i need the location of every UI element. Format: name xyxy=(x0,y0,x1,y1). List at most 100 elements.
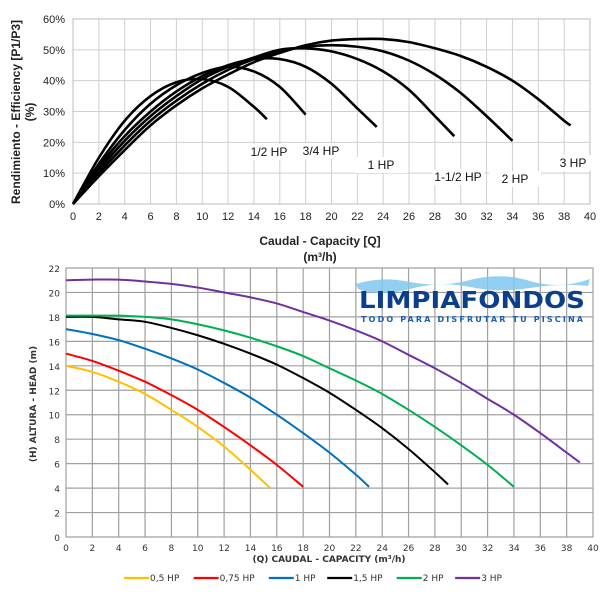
x-tick-label: 20 xyxy=(324,544,336,554)
efficiency-curves xyxy=(71,37,572,205)
logo-tagline: TODO PARA DISFRUTAR TU PISCINA xyxy=(361,315,584,324)
y-tick-label: 20% xyxy=(43,137,65,149)
y-tick-label: 16 xyxy=(49,338,61,348)
series-line-3-4-hp xyxy=(71,65,307,205)
logo-name: LIMPIAFONDOS xyxy=(359,288,585,314)
curve-label: 1/2 HP xyxy=(251,145,288,159)
x-tick-label: 20 xyxy=(325,211,337,223)
legend-label: 1 HP xyxy=(295,574,316,584)
x-tick-label: 32 xyxy=(482,544,493,554)
curve-label-background xyxy=(295,143,347,159)
legend-label: 0,5 HP xyxy=(150,574,180,584)
y-tick-label: 18 xyxy=(49,314,61,324)
x-tick-label: 36 xyxy=(535,544,547,554)
efficiency-curve-labels: 1/2 HP 3/4 HP 1 HP 1-1/2 HP 2 HP 3 HP xyxy=(243,143,599,187)
x-tick-label: 2 xyxy=(96,211,102,223)
y-tick-label: 20 xyxy=(49,289,61,299)
head-x-axis-title: (Q) CAUDAL - CAPACITY (m³/h) xyxy=(252,555,405,565)
curve-label: 2 HP xyxy=(502,172,529,186)
y-tick-label: 12 xyxy=(49,387,60,397)
x-tick-label: 38 xyxy=(561,544,573,554)
efficiency-y-axis-title: Rendimiento - Efficiency [P1/P3] xyxy=(9,20,23,204)
y-tick-label: 0 xyxy=(54,534,60,544)
x-tick-label: 32 xyxy=(480,211,492,223)
curve-label-background xyxy=(432,169,484,185)
y-tick-label: 4 xyxy=(54,485,60,495)
x-tick-label: 22 xyxy=(350,544,361,554)
x-tick-label: 6 xyxy=(147,211,153,223)
x-tick-label: 16 xyxy=(271,544,283,554)
x-tick-label: 24 xyxy=(377,211,389,223)
series-line-2-hp xyxy=(65,314,515,488)
series-line-3-hp xyxy=(65,278,581,464)
series-line-1-1-2-hp xyxy=(71,46,456,205)
x-tick-label: 26 xyxy=(403,544,415,554)
y-tick-label: 60% xyxy=(43,14,65,26)
plot-border xyxy=(65,267,594,538)
curve-label-background xyxy=(243,144,295,160)
x-tick-label: 12 xyxy=(218,544,229,554)
x-tick-label: 12 xyxy=(222,211,234,223)
head-grid xyxy=(65,267,594,538)
x-tick-label: 6 xyxy=(142,544,148,554)
curve-label: 3/4 HP xyxy=(303,144,340,158)
limpiafondos-logo: LIMPIAFONDOS TODO PARA DISFRUTAR TU PISC… xyxy=(356,276,590,324)
legend-label: 0,75 HP xyxy=(220,574,256,584)
x-tick-label: 26 xyxy=(403,211,415,223)
head-y-axis-title: (H) ALTURA - HEAD (m) xyxy=(29,346,39,462)
efficiency-ticks: 0 2 4 6 8 10 12 14 16 18 20 22 24 26 28 30 32 34 36 38 400%1… xyxy=(43,14,596,223)
x-tick-label: 22 xyxy=(351,211,363,223)
curve-label: 1 HP xyxy=(368,158,395,172)
y-tick-label: 8 xyxy=(54,436,60,446)
legend-label: 1,5 HP xyxy=(353,574,383,584)
x-tick-label: 10 xyxy=(196,211,208,223)
x-tick-label: 8 xyxy=(173,211,179,223)
x-tick-label: 28 xyxy=(429,211,441,223)
x-tick-label: 28 xyxy=(429,544,441,554)
series-line-1-hp xyxy=(71,56,378,205)
y-tick-label: 10 xyxy=(49,412,61,422)
series-line-1-2-hp xyxy=(71,77,268,205)
legend-label: 2 HP xyxy=(423,574,444,584)
series-line-0-5-hp xyxy=(65,364,271,489)
x-tick-label: 18 xyxy=(297,544,309,554)
curve-label-background xyxy=(355,157,407,173)
head-ticks: 0 2 4 6 8 10 12 14 16 18 20 22 24 26 28 30 32 34 36 38 40024… xyxy=(49,265,599,554)
plot-border xyxy=(72,18,591,205)
x-tick-label: 30 xyxy=(455,211,467,223)
x-tick-label: 24 xyxy=(376,544,388,554)
curve-label: 1-1/2 HP xyxy=(434,170,481,184)
water-splash-icon xyxy=(356,276,590,293)
x-tick-label: 36 xyxy=(532,211,544,223)
x-tick-label: 34 xyxy=(508,544,520,554)
curve-label-background xyxy=(489,171,541,187)
x-tick-label: 10 xyxy=(192,544,204,554)
efficiency-y-axis-unit: (%) xyxy=(23,103,37,122)
x-tick-label: 14 xyxy=(248,211,260,223)
y-tick-label: 40% xyxy=(43,76,65,88)
series-line-1-5-hp xyxy=(65,315,449,486)
x-tick-label: 8 xyxy=(169,544,175,554)
y-tick-label: 50% xyxy=(43,45,65,57)
x-tick-label: 0 xyxy=(70,211,76,223)
x-tick-label: 2 xyxy=(89,544,95,554)
efficiency-x-axis-title: Caudal - Capacity [Q] xyxy=(259,234,380,248)
series-line-1-hp xyxy=(65,328,370,488)
x-tick-label: 40 xyxy=(584,211,596,223)
series-line-0-75-hp xyxy=(65,352,304,488)
y-tick-label: 2 xyxy=(54,510,60,520)
x-tick-label: 16 xyxy=(274,211,286,223)
y-tick-label: 14 xyxy=(49,363,61,373)
x-tick-label: 4 xyxy=(116,544,122,554)
y-tick-label: 10% xyxy=(43,168,65,180)
y-tick-label: 0% xyxy=(49,199,65,211)
efficiency-x-axis-unit: (m³/h) xyxy=(303,250,336,264)
x-tick-label: 38 xyxy=(558,211,570,223)
x-tick-label: 40 xyxy=(587,544,599,554)
y-tick-label: 30% xyxy=(43,107,65,119)
x-tick-label: 30 xyxy=(456,544,468,554)
head-curves xyxy=(65,278,581,489)
x-tick-label: 14 xyxy=(245,544,257,554)
head-legend: 0,5 HP 0,75 HP 1 HP 1,5 HP 2 HP 3 HP xyxy=(124,574,503,584)
